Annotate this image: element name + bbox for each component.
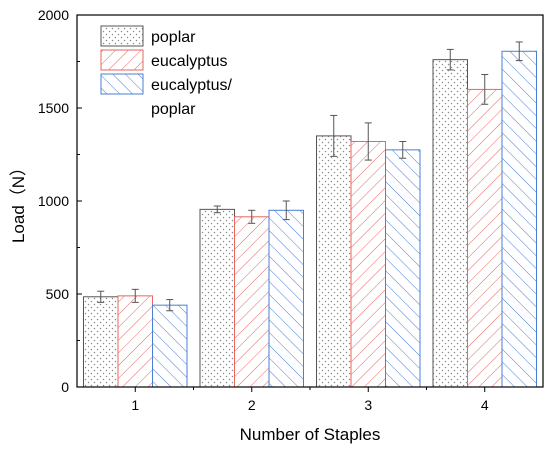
bar-poplar-3 xyxy=(316,135,352,388)
bar-eucalyptus-poplar-1 xyxy=(152,304,188,388)
x-tick-label: 4 xyxy=(481,397,489,413)
error-bar xyxy=(364,122,372,161)
y-tick-label: 1500 xyxy=(38,100,69,116)
y-tick-label: 500 xyxy=(46,286,70,302)
x-axis: 1 2 3 4 xyxy=(131,387,489,413)
legend-label: eucalyptus/ xyxy=(151,77,232,94)
error-bar xyxy=(97,290,105,303)
bars-layer xyxy=(83,50,537,388)
legend: poplar eucalyptus eucalyptus/poplar xyxy=(100,25,232,118)
error-bar xyxy=(399,140,407,159)
error-bar xyxy=(248,209,256,224)
legend-swatch xyxy=(100,25,144,47)
x-axis-title: Number of Staples xyxy=(240,425,381,444)
error-bar xyxy=(481,74,489,105)
bar-poplar-4 xyxy=(432,59,468,388)
y-tick-label: 0 xyxy=(61,379,69,395)
legend-label: poplar xyxy=(151,29,196,46)
error-bar xyxy=(213,205,221,214)
bar-poplar-2 xyxy=(199,208,235,388)
bar-eucalyptus-2 xyxy=(234,216,270,388)
legend-swatch xyxy=(100,49,144,71)
y-tick-label: 1000 xyxy=(38,193,69,209)
legend-label: eucalyptus xyxy=(151,53,228,70)
x-tick-label: 3 xyxy=(364,397,372,413)
bar-eucalyptus-poplar-4 xyxy=(501,50,537,388)
bar-poplar-1 xyxy=(83,296,119,388)
y-axis: 0 500 1000 1500 2000 xyxy=(38,7,82,395)
bar-eucalyptus-poplar-3 xyxy=(385,149,421,388)
legend-entry: poplar xyxy=(100,25,196,47)
legend-label: poplar xyxy=(151,101,196,118)
bar-eucalyptus-3 xyxy=(350,140,386,388)
legend-entry: eucalyptus xyxy=(100,49,228,71)
error-bars-layer xyxy=(97,41,523,312)
legend-swatch xyxy=(100,73,144,95)
error-bar xyxy=(131,288,139,303)
error-bar xyxy=(515,41,523,62)
y-tick-label: 2000 xyxy=(38,7,69,23)
error-bar xyxy=(446,48,454,71)
x-tick-label: 1 xyxy=(131,397,139,413)
error-bar xyxy=(166,299,174,312)
error-bar xyxy=(282,200,290,221)
y-axis-title: Load（N） xyxy=(9,159,28,243)
bar-eucalyptus-4 xyxy=(467,88,503,388)
x-tick-label: 2 xyxy=(248,397,256,413)
bar-eucalyptus-poplar-2 xyxy=(268,209,304,388)
error-bar xyxy=(330,114,338,157)
bar-eucalyptus-1 xyxy=(117,295,153,388)
legend-entry: eucalyptus/poplar xyxy=(100,73,232,118)
